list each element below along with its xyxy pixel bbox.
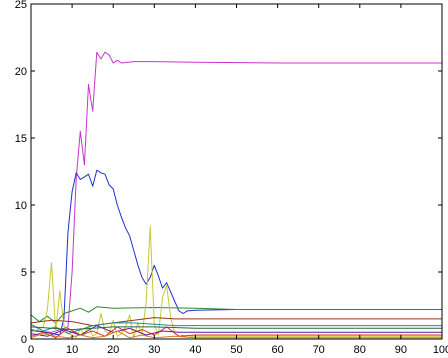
series-line-5 xyxy=(30,317,442,327)
series-line-10 xyxy=(30,326,442,331)
series-line-7 xyxy=(30,326,442,339)
x-tick-label: 0 xyxy=(28,344,34,356)
series-line-3 xyxy=(30,306,442,324)
y-tick-label: 15 xyxy=(15,133,27,145)
x-tick-label: 60 xyxy=(271,344,283,356)
ticks-layer: 0 10 20 30 40 50 60 70 80 90 100 0 5 10 15 20 25 xyxy=(15,0,448,356)
x-tick-label: 100 xyxy=(433,344,448,356)
series-line-1 xyxy=(30,51,442,333)
y-tick-label: 5 xyxy=(21,267,27,279)
x-tick-label: 20 xyxy=(107,344,119,356)
x-tick-label: 10 xyxy=(66,344,78,356)
x-tick-label: 40 xyxy=(189,344,201,356)
series-line-2 xyxy=(30,169,442,336)
y-tick-label: 0 xyxy=(21,334,27,346)
series-line-6 xyxy=(30,322,442,335)
x-tick-label: 30 xyxy=(148,344,160,356)
plot-background xyxy=(31,4,442,339)
series-line-8 xyxy=(30,325,442,337)
y-tick-label: 10 xyxy=(15,200,27,212)
x-tick-label: 80 xyxy=(354,344,366,356)
x-tick-label: 90 xyxy=(395,344,407,356)
y-tick-label: 25 xyxy=(15,0,27,11)
x-tick-label: 50 xyxy=(230,344,242,356)
y-tick-label: 20 xyxy=(15,66,27,78)
x-tick-label: 70 xyxy=(313,344,325,356)
series-layer xyxy=(30,51,442,339)
